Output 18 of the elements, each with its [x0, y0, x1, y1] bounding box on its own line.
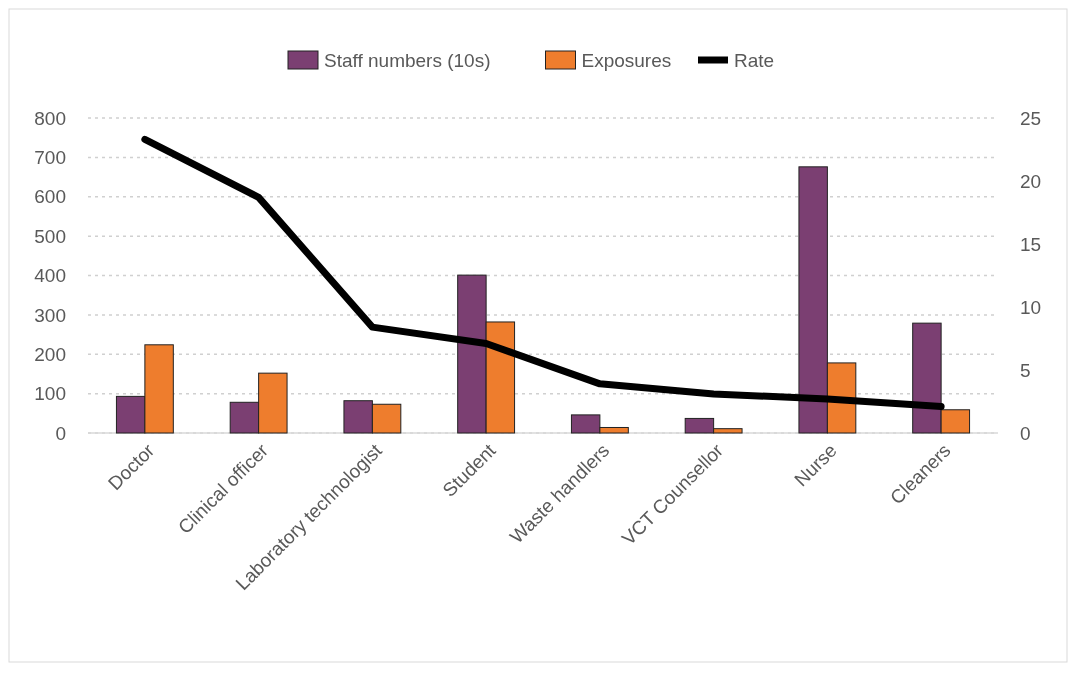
- y2-tick-label: 10: [1020, 296, 1042, 318]
- legend-label: Exposures: [581, 49, 672, 71]
- y2-tick-label: 20: [1020, 170, 1042, 192]
- y-tick-label: 0: [55, 422, 66, 444]
- y-tick-label: 500: [34, 225, 66, 247]
- y-tick-label: 600: [34, 186, 66, 208]
- y2-tick-label: 15: [1020, 233, 1042, 255]
- y2-tick-label: 0: [1020, 422, 1031, 444]
- y-tick-label: 700: [34, 147, 66, 169]
- y2-tick-label: 25: [1020, 107, 1042, 129]
- y-tick-label: 300: [34, 304, 66, 326]
- y-tick-label: 100: [34, 383, 66, 405]
- y-tick-label: 400: [34, 265, 66, 287]
- legend-label: Staff numbers (10s): [324, 49, 491, 71]
- y2-tick-label: 5: [1020, 359, 1031, 381]
- y-tick-label: 800: [34, 107, 66, 129]
- y-tick-label: 200: [34, 343, 66, 365]
- legend-label: Rate: [734, 49, 775, 71]
